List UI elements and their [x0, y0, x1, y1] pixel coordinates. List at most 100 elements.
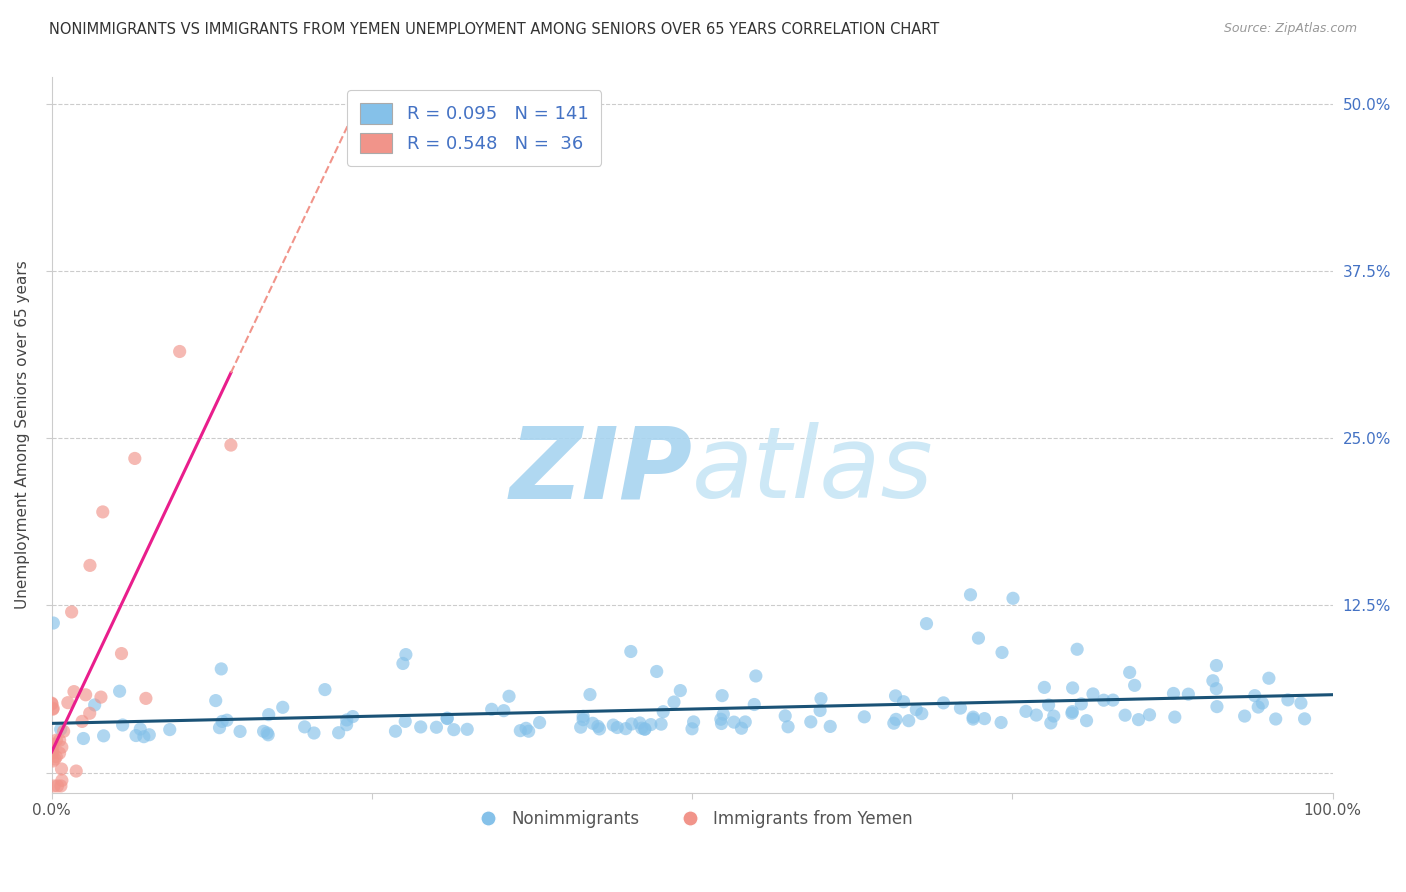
Point	[257, 707, 280, 722]
Point	[436, 711, 458, 725]
Point	[1092, 693, 1115, 707]
Point	[443, 723, 465, 737]
Point	[650, 717, 672, 731]
Point	[897, 714, 920, 728]
Point	[853, 710, 876, 724]
Point	[515, 722, 537, 736]
Point	[1177, 687, 1199, 701]
Point	[883, 716, 905, 731]
Point	[63, 684, 86, 698]
Point	[90, 690, 112, 705]
Point	[569, 720, 592, 734]
Point	[342, 709, 364, 723]
Point	[808, 704, 831, 718]
Point	[1243, 689, 1265, 703]
Point	[640, 717, 662, 731]
Point	[209, 662, 232, 676]
Point	[911, 706, 934, 721]
Point	[1001, 591, 1024, 606]
Point	[652, 705, 675, 719]
Point	[1038, 698, 1060, 712]
Point	[56, 696, 79, 710]
Point	[41, 737, 63, 751]
Point	[159, 723, 181, 737]
Point	[1206, 699, 1229, 714]
Point	[1081, 687, 1104, 701]
Point	[1205, 658, 1227, 673]
Point	[42, 702, 65, 716]
Point	[572, 709, 595, 723]
Point	[108, 684, 131, 698]
Point	[730, 721, 752, 735]
Point	[905, 703, 928, 717]
Point	[710, 712, 733, 726]
Point	[620, 644, 643, 658]
Point	[1205, 681, 1227, 696]
Point	[456, 723, 478, 737]
Point	[711, 707, 734, 722]
Point	[41, 697, 63, 711]
Point	[65, 764, 87, 778]
Point	[498, 690, 520, 704]
Point	[256, 726, 278, 740]
Point	[425, 720, 447, 734]
Point	[138, 728, 160, 742]
Point	[314, 682, 336, 697]
Point	[70, 714, 93, 729]
Point	[294, 720, 316, 734]
Text: ZIP: ZIP	[509, 422, 692, 519]
Point	[111, 718, 134, 732]
Point	[990, 715, 1012, 730]
Point	[392, 657, 415, 671]
Point	[1033, 681, 1056, 695]
Point	[1202, 673, 1225, 688]
Point	[48, 733, 70, 747]
Point	[1294, 712, 1316, 726]
Point	[1163, 686, 1185, 700]
Point	[1264, 712, 1286, 726]
Point	[1060, 706, 1083, 721]
Point	[893, 695, 915, 709]
Point	[229, 724, 252, 739]
Point	[336, 713, 359, 727]
Point	[614, 722, 637, 736]
Point	[742, 698, 765, 712]
Point	[810, 691, 832, 706]
Point	[710, 716, 733, 731]
Point	[634, 723, 657, 737]
Point	[42, 615, 65, 630]
Point	[572, 713, 595, 727]
Point	[711, 689, 734, 703]
Point	[959, 588, 981, 602]
Point	[436, 712, 458, 726]
Point	[1233, 709, 1256, 723]
Point	[1123, 678, 1146, 692]
Point	[630, 721, 652, 735]
Point	[586, 719, 609, 733]
Point	[967, 631, 990, 645]
Point	[606, 721, 628, 735]
Point	[336, 717, 359, 731]
Point	[1164, 710, 1187, 724]
Point	[51, 762, 73, 776]
Point	[42, 754, 65, 768]
Point	[1070, 697, 1092, 711]
Point	[211, 714, 233, 729]
Point	[973, 712, 995, 726]
Point	[681, 722, 703, 736]
Text: atlas: atlas	[692, 422, 934, 519]
Point	[252, 724, 274, 739]
Point	[1139, 707, 1161, 722]
Point	[628, 715, 651, 730]
Point	[46, 779, 69, 793]
Point	[745, 669, 768, 683]
Point	[384, 724, 406, 739]
Point	[773, 709, 796, 723]
Point	[42, 779, 65, 793]
Point	[669, 683, 692, 698]
Point	[481, 702, 503, 716]
Point	[579, 688, 602, 702]
Legend: Nonimmigrants, Immigrants from Yemen: Nonimmigrants, Immigrants from Yemen	[465, 803, 920, 834]
Point	[1015, 705, 1038, 719]
Point	[1025, 708, 1047, 723]
